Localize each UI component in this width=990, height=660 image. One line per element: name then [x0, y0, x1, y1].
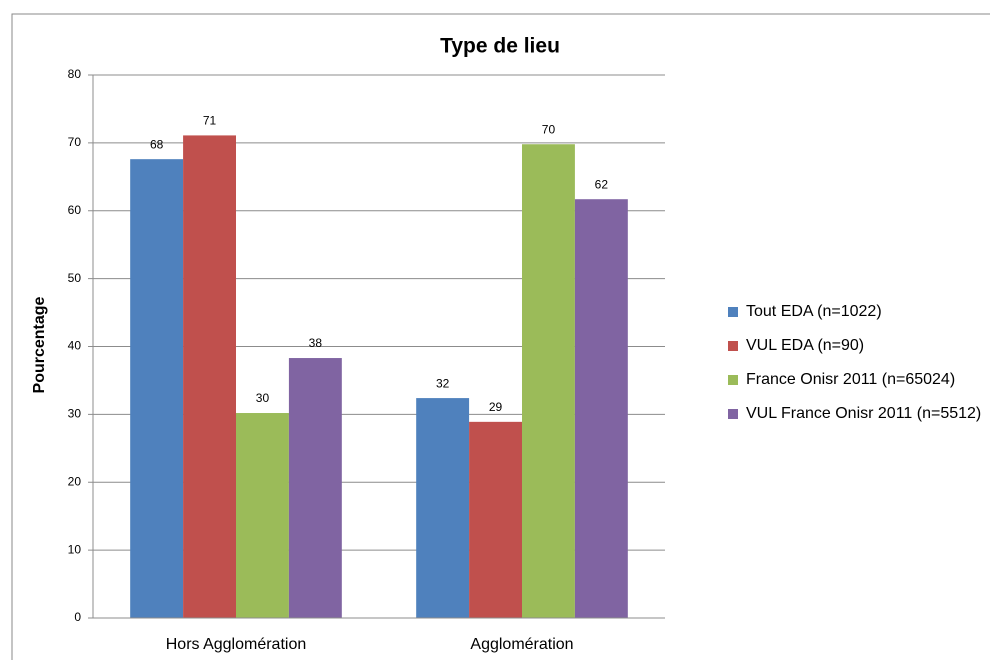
y-tick-label: 20 [68, 474, 82, 488]
value-label: 30 [256, 391, 270, 405]
bar [183, 135, 236, 618]
legend-swatch [728, 307, 738, 317]
bar [130, 159, 184, 619]
y-tick-label: 80 [68, 67, 82, 81]
y-tick-label: 40 [68, 339, 82, 353]
value-label: 71 [203, 114, 217, 128]
y-axis-label: Pourcentage [31, 296, 48, 393]
legend-label: VUL EDA (n=90) [746, 337, 864, 354]
legend-label: Tout EDA (n=1022) [746, 303, 882, 320]
bar [574, 199, 628, 618]
y-tick-label: 30 [68, 407, 82, 421]
bar [469, 421, 522, 618]
bar [288, 358, 342, 618]
chart-border [11, 13, 990, 660]
bar [236, 413, 289, 618]
value-label: 32 [436, 376, 450, 390]
value-label: 62 [595, 177, 609, 191]
value-label: 68 [150, 137, 164, 151]
legend-swatch [728, 409, 738, 419]
y-tick-label: 0 [74, 610, 81, 624]
legend-swatch [728, 375, 738, 385]
legend-label: France Onisr 2011 (n=65024) [746, 371, 955, 388]
y-tick-label: 60 [68, 203, 82, 217]
value-label: 38 [309, 336, 323, 350]
value-label: 29 [489, 400, 503, 414]
y-tick-label: 70 [68, 135, 82, 149]
chart-title: Type de lieu [440, 35, 560, 58]
legend-label: VUL France Onisr 2011 (n=5512) [746, 405, 981, 422]
x-tick-label: Hors Agglomération [166, 636, 307, 653]
x-tick-label: Agglomération [470, 636, 573, 653]
value-label: 70 [542, 122, 556, 136]
y-tick-label: 50 [68, 271, 82, 285]
y-tick-label: 10 [68, 542, 82, 556]
bar [416, 398, 470, 618]
bar [522, 144, 575, 619]
legend-swatch [728, 341, 738, 351]
